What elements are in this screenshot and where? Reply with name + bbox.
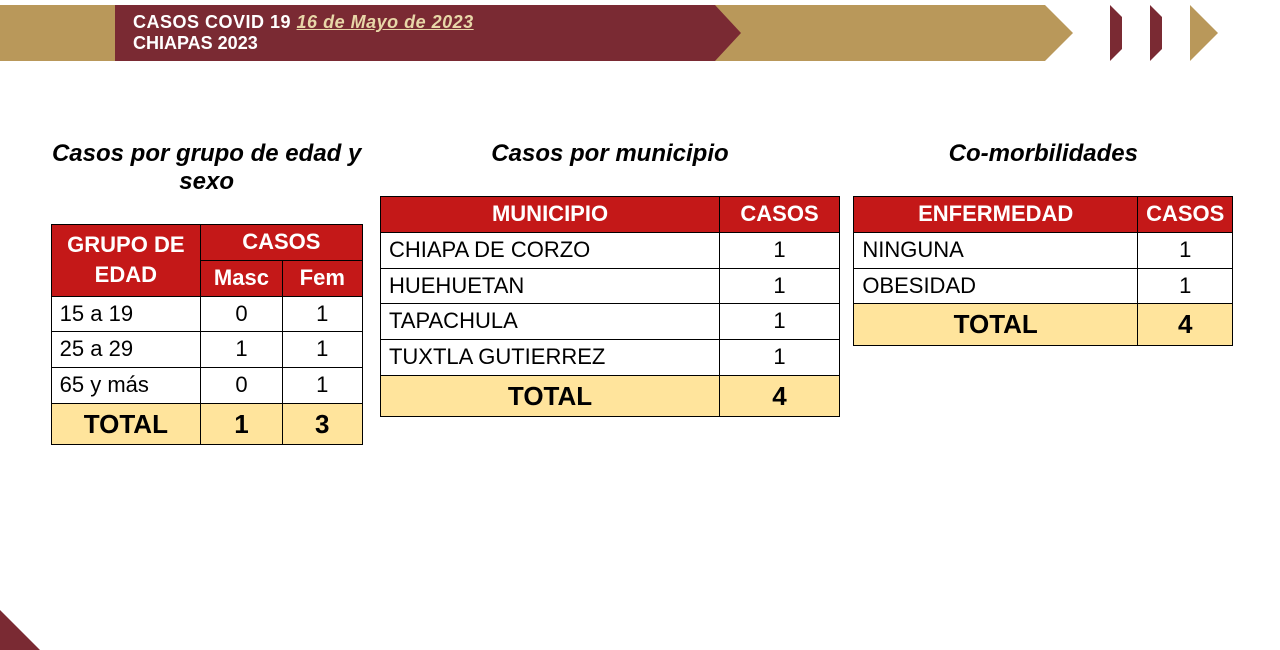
cell-municipio: TAPACHULA bbox=[380, 304, 719, 340]
cell-group: 15 a 19 bbox=[51, 296, 200, 332]
total-row: TOTAL 4 bbox=[380, 375, 839, 416]
header-banner: CASOS COVID 19 16 de Mayo de 2023 CHIAPA… bbox=[0, 5, 1280, 61]
col-group: GRUPO DE EDAD bbox=[51, 225, 200, 297]
content-area: Casos por grupo de edad y sexo GRUPO DE … bbox=[0, 140, 1280, 445]
comorbid-table: ENFERMEDAD CASOS NINGUNA 1 OBESIDAD 1 TO… bbox=[853, 196, 1233, 346]
banner-title-tip bbox=[715, 5, 741, 61]
cell-fem: 1 bbox=[282, 368, 362, 404]
corner-triangle-icon bbox=[0, 610, 40, 650]
col-municipio: MUNICIPIO bbox=[380, 197, 719, 233]
col-cases: CASOS bbox=[1138, 197, 1233, 233]
municipio-title: Casos por municipio bbox=[491, 140, 728, 168]
comorbid-block: Co-morbilidades ENFERMEDAD CASOS NINGUNA… bbox=[853, 140, 1233, 346]
table-row: TUXTLA GUTIERREZ 1 bbox=[380, 340, 839, 376]
col-cases: CASOS bbox=[720, 197, 840, 233]
cell-fem: 1 bbox=[282, 332, 362, 368]
cell-cases: 1 bbox=[720, 304, 840, 340]
cell-cases: 1 bbox=[720, 232, 840, 268]
cell-masc: 1 bbox=[201, 332, 283, 368]
cell-group: 65 y más bbox=[51, 368, 200, 404]
banner-line1: CASOS COVID 19 16 de Mayo de 2023 bbox=[133, 12, 697, 33]
col-enfermedad: ENFERMEDAD bbox=[854, 197, 1138, 233]
cell-municipio: CHIAPA DE CORZO bbox=[380, 232, 719, 268]
comorbid-title: Co-morbilidades bbox=[949, 140, 1138, 168]
age-sex-block: Casos por grupo de edad y sexo GRUPO DE … bbox=[47, 140, 367, 445]
municipio-table: MUNICIPIO CASOS CHIAPA DE CORZO 1 HUEHUE… bbox=[380, 196, 840, 417]
banner-chevron-gold bbox=[1190, 5, 1218, 61]
table-row: 25 a 29 1 1 bbox=[51, 332, 362, 368]
table-row: CHIAPA DE CORZO 1 bbox=[380, 232, 839, 268]
table-row: NINGUNA 1 bbox=[854, 232, 1233, 268]
total-cases: 4 bbox=[720, 375, 840, 416]
table-row: TAPACHULA 1 bbox=[380, 304, 839, 340]
age-sex-title: Casos por grupo de edad y sexo bbox=[47, 140, 367, 196]
cell-municipio: HUEHUETAN bbox=[380, 268, 719, 304]
total-fem: 3 bbox=[282, 403, 362, 444]
total-row: TOTAL 1 3 bbox=[51, 403, 362, 444]
cell-municipio: TUXTLA GUTIERREZ bbox=[380, 340, 719, 376]
col-masc: Masc bbox=[201, 260, 283, 296]
banner-line2: CHIAPAS 2023 bbox=[133, 33, 697, 54]
col-cases: CASOS bbox=[201, 225, 363, 261]
table-row: 15 a 19 0 1 bbox=[51, 296, 362, 332]
total-label: TOTAL bbox=[380, 375, 719, 416]
cell-cases: 1 bbox=[720, 340, 840, 376]
table-row: HUEHUETAN 1 bbox=[380, 268, 839, 304]
cell-masc: 0 bbox=[201, 296, 283, 332]
total-cases: 4 bbox=[1138, 304, 1233, 345]
cell-cases: 1 bbox=[1138, 268, 1233, 304]
table-row: 65 y más 0 1 bbox=[51, 368, 362, 404]
banner-line1-prefix: CASOS COVID 19 bbox=[133, 12, 297, 32]
cell-enfermedad: OBESIDAD bbox=[854, 268, 1138, 304]
banner-title-box: CASOS COVID 19 16 de Mayo de 2023 CHIAPA… bbox=[115, 5, 715, 61]
table-row: OBESIDAD 1 bbox=[854, 268, 1233, 304]
banner-date: 16 de Mayo de 2023 bbox=[297, 12, 474, 32]
total-row: TOTAL 4 bbox=[854, 304, 1233, 345]
total-label: TOTAL bbox=[854, 304, 1138, 345]
cell-enfermedad: NINGUNA bbox=[854, 232, 1138, 268]
cell-masc: 0 bbox=[201, 368, 283, 404]
cell-cases: 1 bbox=[1138, 232, 1233, 268]
banner-gold-tip bbox=[1045, 5, 1073, 61]
total-masc: 1 bbox=[201, 403, 283, 444]
cell-fem: 1 bbox=[282, 296, 362, 332]
cell-group: 25 a 29 bbox=[51, 332, 200, 368]
total-label: TOTAL bbox=[51, 403, 200, 444]
cell-cases: 1 bbox=[720, 268, 840, 304]
col-fem: Fem bbox=[282, 260, 362, 296]
age-sex-table: GRUPO DE EDAD CASOS Masc Fem 15 a 19 0 1… bbox=[51, 224, 363, 445]
municipio-block: Casos por municipio MUNICIPIO CASOS CHIA… bbox=[380, 140, 840, 417]
